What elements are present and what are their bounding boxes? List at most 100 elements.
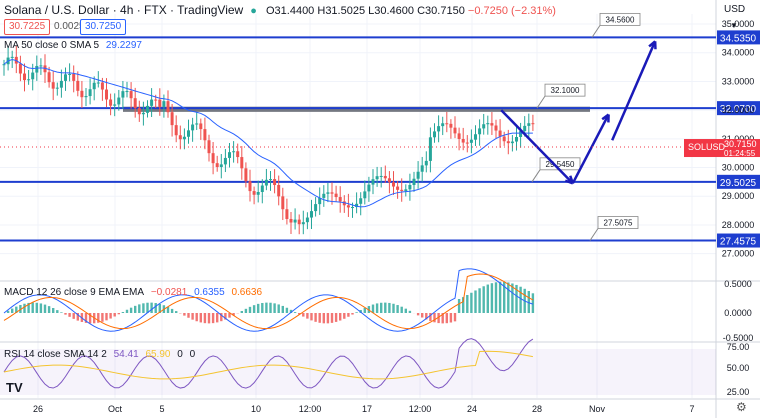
macd-histogram-bar	[224, 313, 227, 320]
candle-body	[264, 179, 268, 186]
candle	[412, 171, 416, 192]
candle-body	[141, 112, 145, 115]
candle	[2, 59, 6, 76]
macd-histogram-bar	[142, 303, 145, 313]
candle	[363, 180, 367, 205]
candle-body	[506, 141, 510, 144]
rsi-legend-label: RSI 14 close SMA 14 2	[4, 349, 107, 360]
time-tick-label: 7	[689, 404, 694, 414]
macd-histogram-bar	[261, 302, 264, 313]
rsi-tick-label: 25.00	[727, 387, 750, 397]
candle	[264, 168, 268, 191]
level-callout-box	[597, 216, 639, 229]
macd-histogram-bar	[88, 313, 92, 324]
candle-body	[92, 82, 96, 90]
candle-body	[465, 142, 469, 144]
candle-body	[359, 198, 363, 204]
candle-body	[498, 130, 502, 137]
candle	[182, 128, 186, 150]
macd-histogram-bar	[351, 313, 354, 315]
price-axis[interactable]: 34.5350 32.0700 29.5025 27.4575 35.0000 34.00…	[0, 19, 760, 397]
candle-body	[502, 136, 506, 142]
candle-body	[322, 193, 326, 198]
candle-body	[367, 184, 371, 192]
macd-histogram-bar	[531, 293, 535, 313]
rsi-legend[interactable]: RSI 14 close SMA 14 2 54.41 65.90 0 0	[4, 349, 199, 360]
candle-body	[96, 82, 100, 84]
level-callout-leader	[591, 25, 601, 38]
macd-histogram-bar	[216, 313, 219, 323]
macd-histogram-bar	[138, 304, 141, 313]
gear-icon[interactable]: ⚙	[736, 400, 747, 414]
candle	[519, 122, 523, 148]
candle	[174, 115, 178, 143]
macd-histogram-bar	[84, 313, 88, 323]
candle	[199, 118, 203, 140]
macd-histogram-bar	[380, 302, 383, 313]
symbol-title[interactable]: Solana / U.S. Dollar · 4h · FTX · Tradin…	[4, 3, 244, 17]
macd-histogram-bar	[396, 305, 399, 313]
macd-histogram-bar	[343, 313, 346, 319]
candle-body	[297, 219, 301, 225]
candle-body	[236, 151, 240, 158]
macd-tick-label: -0.5000	[723, 333, 754, 343]
candle	[301, 210, 305, 235]
macd-line	[3, 268, 534, 332]
level-price-label: 32.0700	[720, 104, 757, 115]
candle-body	[2, 64, 6, 66]
candle	[338, 186, 342, 213]
macd-histogram-bar	[195, 313, 198, 322]
macd-histogram-bar	[441, 313, 444, 324]
macd-histogram-bar	[64, 313, 67, 315]
candle-body	[68, 73, 72, 75]
candle-body	[404, 189, 408, 191]
candle	[260, 179, 264, 204]
macd-histogram-bar	[60, 312, 63, 313]
time-tick-label: 26	[33, 404, 43, 414]
macd-histogram-bar	[277, 304, 280, 313]
macd-histogram-bar	[498, 281, 502, 313]
current-price-tag	[684, 139, 760, 158]
macd-histogram-bar	[11, 308, 14, 313]
price-tick-label: 35.0000	[722, 19, 755, 29]
macd-histogram-bar	[375, 303, 379, 313]
candle	[310, 199, 313, 229]
macd-legend[interactable]: MACD 12 26 close 9 EMA EMA −0.0281 0.635…	[4, 287, 266, 298]
candle-body	[35, 65, 39, 73]
macd-histogram-bar	[76, 313, 79, 321]
macd-histogram-bar	[109, 313, 112, 319]
candle-body	[170, 112, 174, 126]
candle-body	[453, 127, 457, 134]
ma-legend[interactable]: MA 50 close 0 SMA 5 29.2297	[4, 40, 146, 51]
candle-body	[31, 72, 35, 80]
macd-histogram-bar	[302, 313, 305, 317]
candle-body	[330, 192, 334, 194]
price-tick-label: 34.0000	[722, 48, 755, 58]
macd-legend-label: MACD 12 26 close 9 EMA EMA	[4, 287, 145, 298]
candle	[117, 89, 121, 111]
macd-histogram-bar	[371, 304, 375, 313]
candle	[96, 71, 100, 88]
candle	[531, 114, 535, 131]
candle	[76, 71, 80, 97]
price-tick-label: 27.0000	[722, 249, 755, 259]
macd-histogram-bar	[150, 302, 153, 313]
candle	[269, 171, 272, 191]
buy-price-button[interactable]: 30.7250	[80, 19, 127, 35]
currency-selector[interactable]: USD ▼	[718, 2, 756, 30]
sell-price-button[interactable]: 30.7225	[4, 19, 51, 35]
candle-body	[84, 96, 88, 98]
candle-body	[478, 128, 482, 135]
macd-histogram-bar	[125, 309, 129, 313]
time-axis[interactable]: 26 Oct 5 10 12:00 17 12:00 24 28 Nov 7	[33, 404, 695, 414]
candle-body	[375, 176, 379, 180]
candle	[367, 176, 371, 202]
candle	[297, 214, 301, 235]
candle	[170, 103, 174, 137]
macd-histogram-bar	[117, 313, 120, 315]
level-price-tag	[717, 233, 760, 248]
level-callout-leader	[536, 95, 546, 109]
macd-histogram-bar	[105, 313, 108, 321]
resistance-zone	[123, 106, 590, 112]
